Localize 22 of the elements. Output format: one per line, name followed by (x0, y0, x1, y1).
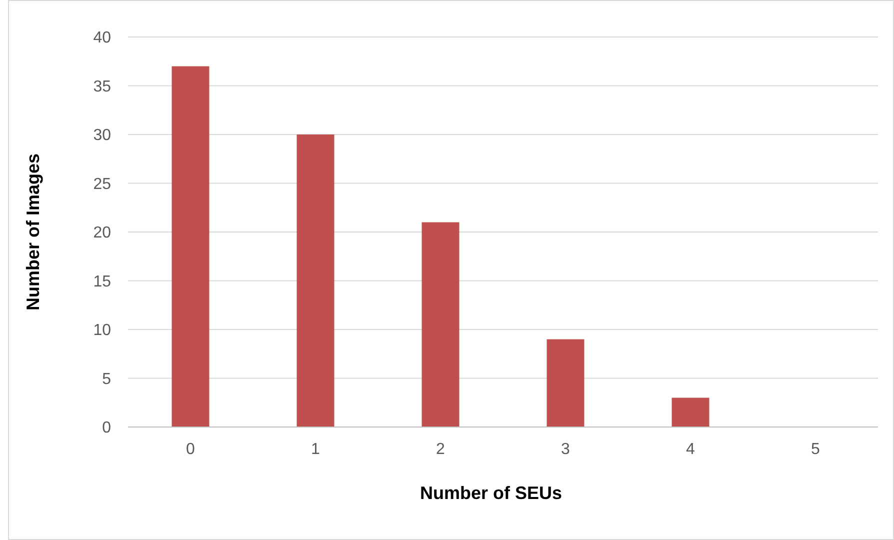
y-tick-label: 20 (93, 224, 112, 242)
y-tick-label: 0 (102, 420, 112, 437)
x-axis-title: Number of SEUs (420, 483, 562, 503)
x-tick-label: 5 (811, 441, 820, 458)
bar (546, 339, 584, 427)
y-tick-label: 10 (93, 322, 112, 340)
x-tick-label: 4 (686, 441, 696, 458)
y-tick-label: 35 (93, 78, 112, 96)
bar (172, 66, 210, 427)
y-tick-label: 30 (93, 127, 112, 144)
x-tick-label: 0 (186, 441, 196, 458)
bar (672, 398, 710, 427)
x-tick-label: 1 (311, 441, 320, 458)
x-tick-label: 3 (561, 441, 570, 458)
y-axis-title: Number of Images (23, 153, 43, 311)
x-tick-label: 2 (436, 441, 446, 458)
y-tick-label: 25 (93, 176, 112, 193)
y-tick-label: 15 (93, 273, 112, 290)
y-tick-label: 40 (93, 30, 112, 47)
y-tick-label: 5 (102, 370, 112, 388)
bar (296, 134, 334, 427)
bar (422, 222, 460, 427)
